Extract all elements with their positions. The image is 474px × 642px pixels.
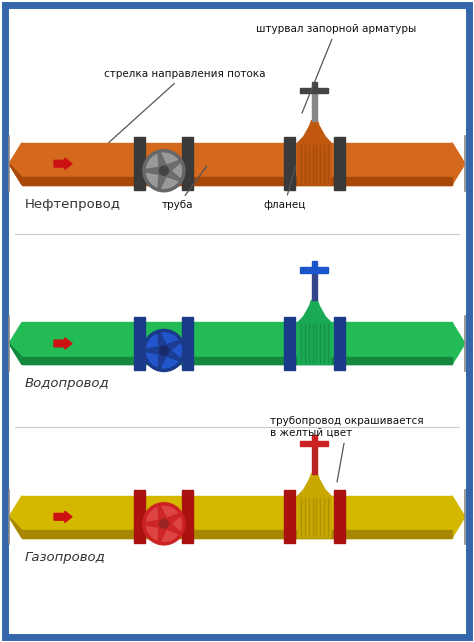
Bar [22,322,452,365]
Polygon shape [452,322,465,365]
Bar [22,357,452,365]
Polygon shape [9,496,22,538]
Bar [135,317,146,370]
Bar [182,137,193,190]
Bar [135,137,146,190]
Polygon shape [452,143,465,185]
Polygon shape [298,121,331,185]
Polygon shape [54,511,72,523]
Circle shape [159,519,168,528]
Polygon shape [452,496,465,538]
Polygon shape [298,300,331,365]
Polygon shape [158,333,168,352]
Bar [284,317,295,370]
Bar [301,441,328,446]
Bar [182,317,193,370]
Circle shape [144,331,184,370]
Bar [301,88,328,93]
Polygon shape [146,346,164,355]
Polygon shape [162,160,180,175]
Text: фланец: фланец [263,166,306,211]
Polygon shape [9,322,22,365]
Bar [22,177,452,185]
Bar [22,530,452,538]
Bar [311,261,317,268]
Bar [311,444,317,474]
Polygon shape [9,517,22,538]
Text: трубопровод окрашивается
в желтый цвет: трубопровод окрашивается в желтый цвет [270,416,424,482]
Bar [22,496,452,538]
Polygon shape [9,343,22,365]
Circle shape [144,504,184,544]
Text: труба: труба [162,166,207,211]
Polygon shape [54,158,72,169]
Text: Газопровод: Газопровод [25,551,106,564]
Bar [334,137,345,190]
Bar [182,490,193,543]
Polygon shape [158,169,168,188]
Polygon shape [158,523,168,541]
Bar [284,490,295,543]
Text: Водопровод: Водопровод [25,377,109,390]
Circle shape [159,166,168,175]
Bar [284,137,295,190]
Polygon shape [146,166,164,175]
Polygon shape [146,519,164,528]
Polygon shape [9,164,22,185]
Polygon shape [162,340,180,354]
Polygon shape [158,153,168,172]
Polygon shape [162,167,180,181]
FancyBboxPatch shape [5,5,469,637]
Polygon shape [54,338,72,349]
Bar [311,91,317,121]
Bar [22,143,452,185]
Bar [311,82,317,88]
Text: штурвал запорной арматуры: штурвал запорной арматуры [256,24,416,113]
Bar [135,490,146,543]
Bar [311,270,317,300]
Circle shape [144,151,184,191]
Text: стрелка направления потока: стрелка направления потока [104,69,266,143]
Polygon shape [158,349,168,368]
Text: Нефтепровод: Нефтепровод [25,198,121,211]
Polygon shape [298,474,331,538]
Polygon shape [162,514,180,528]
Bar [334,490,345,543]
Polygon shape [162,347,180,361]
Bar [334,317,345,370]
Polygon shape [9,143,22,185]
Circle shape [159,346,168,355]
Polygon shape [162,520,180,534]
Bar [311,435,317,441]
Bar [301,268,328,273]
Polygon shape [158,506,168,525]
